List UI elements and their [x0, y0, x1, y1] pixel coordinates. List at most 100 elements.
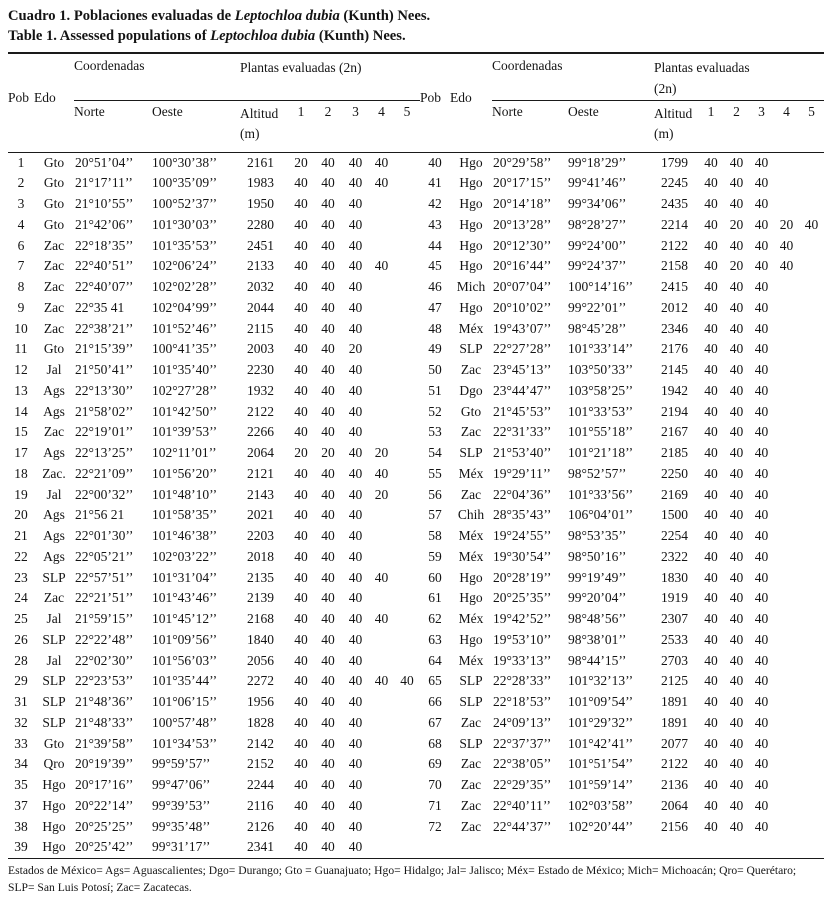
cell-edo: Zac: [43, 237, 65, 253]
table-row: 2 Gto 21°17’11’’ 100°35’09’’ 1983 40 40 40 40 41 H…: [8, 173, 824, 194]
cell-altitud: 2435: [661, 196, 689, 212]
cell-edo: Zac: [43, 320, 65, 336]
cell-norte: 21°10’55’’: [75, 196, 134, 212]
cell-p3: 40: [754, 590, 769, 606]
cell-edo: SLP: [459, 341, 483, 357]
header-plantas-right: Plantas evaluadas (2n): [654, 52, 825, 101]
cell-p1: 40: [294, 631, 308, 647]
cell-edo: Zac: [43, 258, 65, 274]
cell-pob: 23: [14, 569, 28, 585]
table-row: 29 SLP 22°23’53’’ 101°35’44’’ 2272 40 40 40 40 40…: [8, 671, 824, 692]
cell-pob: 57: [428, 507, 442, 523]
cell-norte: 19°43’07’’: [493, 320, 552, 336]
header-col-4-left: 4: [369, 100, 395, 153]
cell-p2: 40: [314, 837, 343, 860]
cell-altitud: [654, 837, 699, 860]
cell-norte: 22°22’48’’: [75, 631, 134, 647]
cell-p1: 40: [704, 424, 718, 440]
cell-p1: 40: [294, 362, 308, 378]
table-row: 22 Ags 22°05’21’’ 102°03’22’’ 2018 40 40 40 59 Mé…: [8, 547, 824, 568]
cell-norte: 21°50’41’’: [75, 362, 134, 378]
cell-norte: 21°42’06’’: [75, 216, 134, 232]
header-group-row: Pob Edo Coordenadas Plantas evaluadas (2…: [8, 52, 825, 153]
cell-p5: [799, 796, 824, 817]
cell-norte: 22°37’37’’: [493, 735, 552, 751]
cell-p2: 40: [321, 673, 335, 689]
cell-oeste: 101°58’35’’: [152, 507, 218, 523]
cell-p2: 40: [321, 735, 335, 751]
cell-p5: [394, 194, 420, 215]
cell-p5: [394, 713, 420, 734]
cell-altitud: 2142: [247, 735, 275, 751]
cell-p3: 40: [348, 216, 363, 232]
cell-p1: 40: [294, 735, 308, 751]
cell-edo: Zac: [43, 299, 65, 315]
cell-p4: [774, 671, 799, 692]
cell-p5: [394, 817, 420, 838]
cell-pob: 56: [428, 486, 442, 502]
table-row: 31 SLP 21°48’36’’ 101°06’15’’ 1956 40 40 40 66 SL…: [8, 692, 824, 713]
cell-norte: 22°28’33’’: [493, 673, 552, 689]
cell-pob: 49: [428, 341, 442, 357]
cell-norte: 22°31’33’’: [493, 424, 552, 440]
cell-altitud: 2018: [247, 548, 275, 564]
title-es-suffix: (Kunth) Nees.: [339, 8, 431, 24]
cell-altitud: 2280: [247, 216, 275, 232]
cell-altitud: 1840: [247, 631, 275, 647]
cell-norte: 21°17’11’’: [75, 175, 133, 191]
cell-p3: 40: [754, 631, 769, 647]
table-row: 7 Zac 22°40’51’’ 102°06’24’’ 2133 40 40 40 40 45 H…: [8, 256, 824, 277]
cell-oeste: 99°22’01’’: [568, 299, 627, 315]
cell-norte: 19°30’54’’: [493, 548, 552, 564]
cell-p4: [774, 547, 799, 568]
cell-norte: 22°38’05’’: [493, 756, 552, 772]
cell-p4: 20: [779, 216, 794, 232]
cell-p1: 40: [704, 611, 718, 627]
cell-p1: 40: [294, 341, 308, 357]
table-row: 24 Zac 22°21’51’’ 101°43’46’’ 2139 40 40 40 61 Hg…: [8, 588, 824, 609]
cell-p4: [774, 194, 799, 215]
cell-p3: 40: [754, 424, 769, 440]
cell-altitud: 1983: [247, 175, 275, 191]
cell-norte: 20°13’28’’: [493, 216, 552, 232]
cell-p3: 40: [348, 694, 363, 710]
cell-altitud: 2415: [661, 279, 689, 295]
populations-table: Pob Edo Coordenadas Plantas evaluadas (2…: [8, 51, 825, 860]
cell-p3: 40: [348, 818, 363, 834]
table-row: 21 Ags 22°01’30’’ 101°46’38’’ 2203 40 40 40 58 Mé…: [8, 526, 824, 547]
cell-altitud: 1830: [661, 569, 689, 585]
cell-p4: [774, 298, 799, 319]
cell-p3: [749, 837, 775, 860]
cell-p1: 40: [294, 652, 308, 668]
cell-pob: 32: [14, 714, 28, 730]
cell-p4: [774, 526, 799, 547]
cell-p4: [369, 651, 394, 672]
cell-p1: 40: [704, 631, 718, 647]
cell-p3: 40: [754, 154, 769, 170]
cell-p5: [394, 215, 420, 236]
cell-oeste: 101°52’46’’: [152, 320, 218, 336]
cell-p5: [394, 547, 420, 568]
cell-p2: 40: [321, 590, 335, 606]
cell-p1: 40: [294, 196, 308, 212]
header-norte-right: Norte: [492, 100, 569, 153]
cell-oeste: 98°52’57’’: [568, 465, 627, 481]
header-edo-left: Edo: [34, 52, 74, 153]
cell-p5: [394, 339, 420, 360]
cell-altitud: 2346: [661, 320, 689, 336]
cell-edo: SLP: [459, 735, 483, 751]
cell-altitud: 2185: [661, 445, 689, 461]
cell-p2: 40: [729, 279, 744, 295]
cell-p1: 40: [294, 299, 308, 315]
cell-p1: 40: [294, 548, 308, 564]
cell-altitud: 2116: [247, 797, 274, 813]
cell-p3: 40: [754, 258, 769, 274]
cell-p4: [774, 360, 799, 381]
cell-pob: 25: [14, 611, 28, 627]
cell-p2: 40: [729, 299, 744, 315]
cell-oeste: 98°44’15’’: [568, 652, 627, 668]
cell-oeste: 99°18’29’’: [568, 154, 627, 170]
cell-edo: Zac: [460, 424, 482, 440]
cell-p5: [799, 464, 824, 485]
cell-norte: 22°00’32’’: [75, 486, 134, 502]
